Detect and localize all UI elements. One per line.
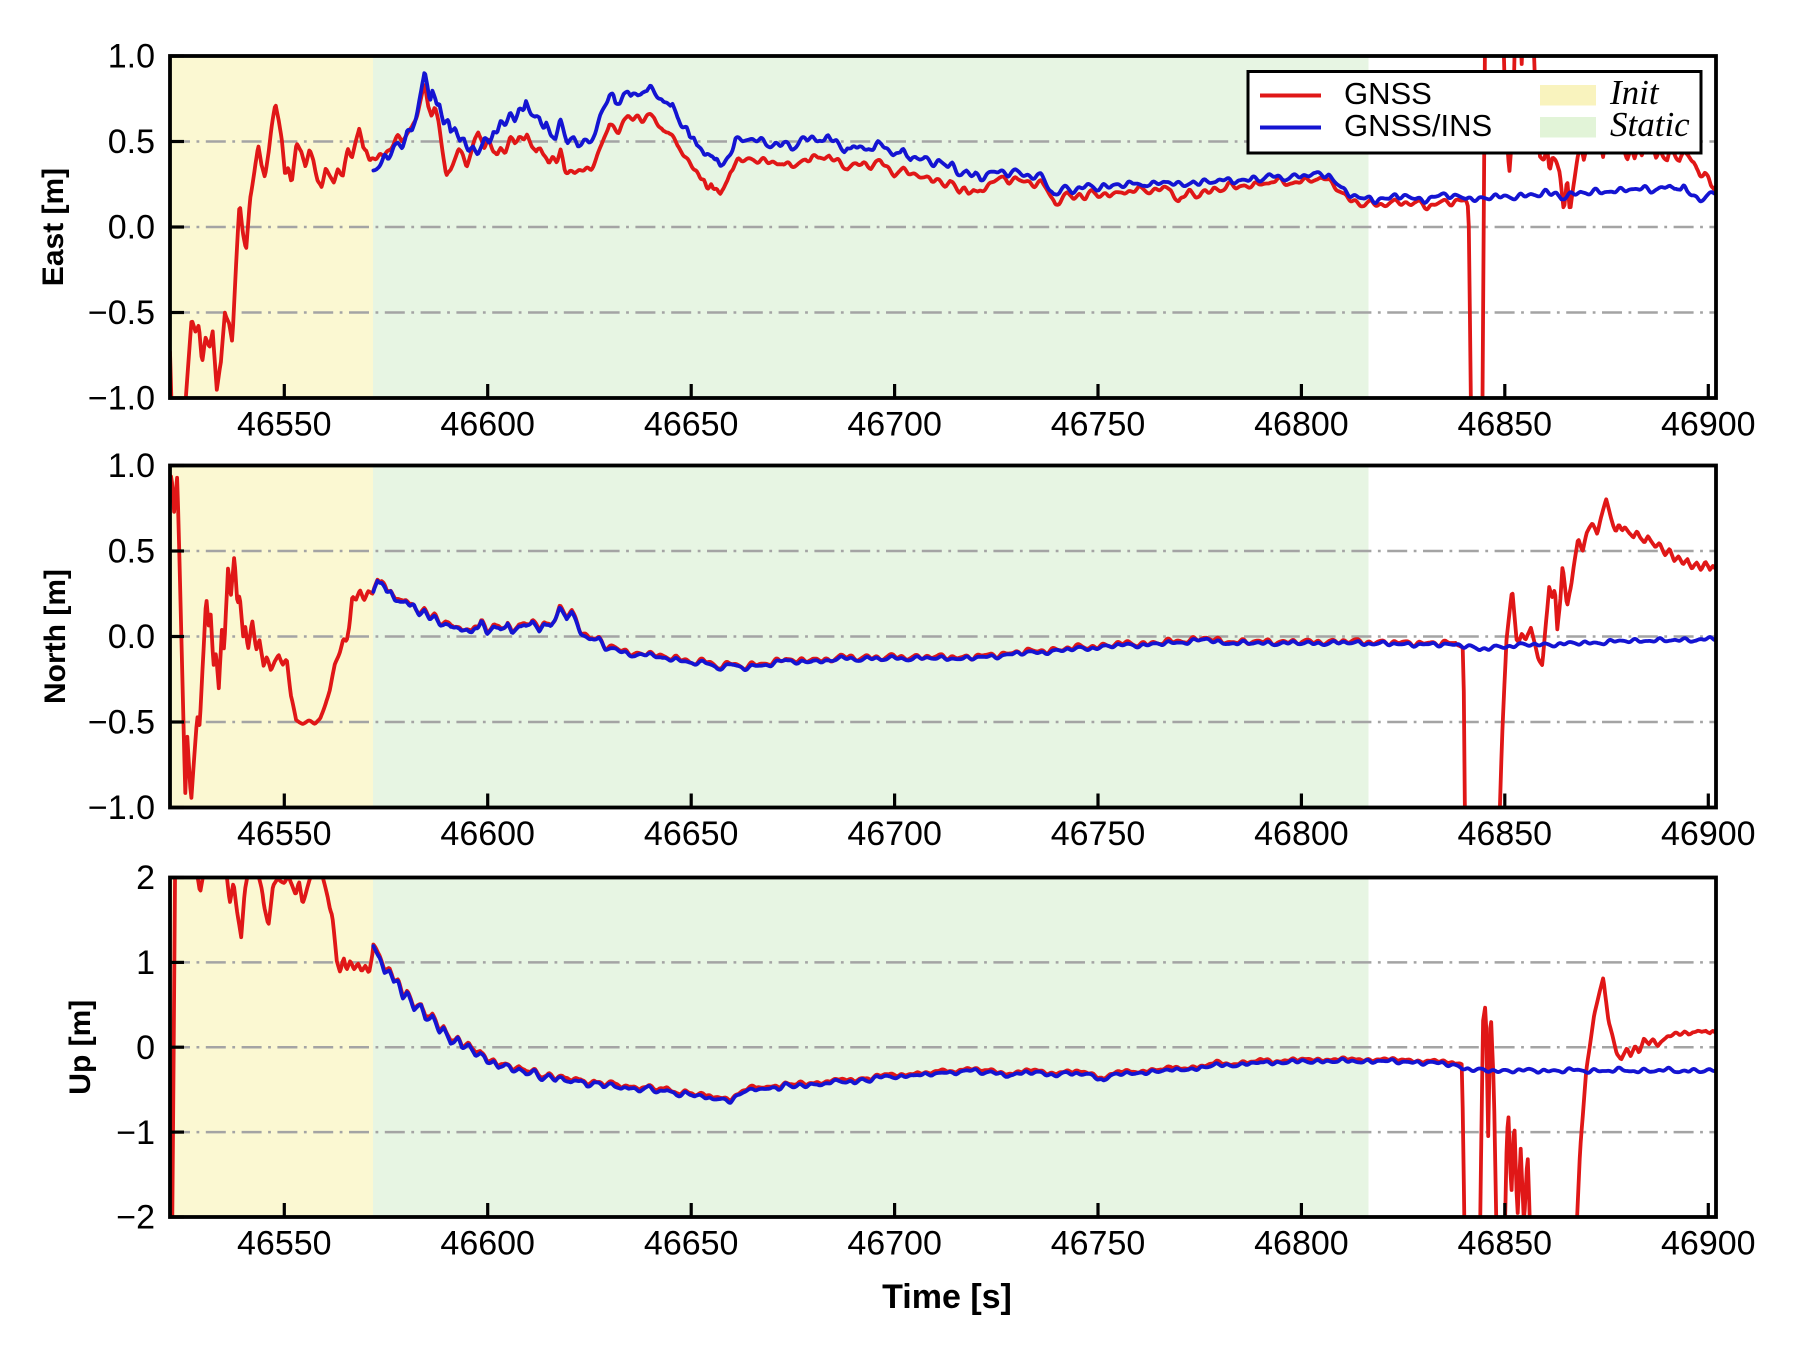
svg-text:1.0: 1.0 bbox=[108, 447, 155, 485]
svg-text:46800: 46800 bbox=[1254, 406, 1349, 444]
svg-text:−0.5: −0.5 bbox=[88, 294, 155, 332]
svg-text:Static: Static bbox=[1610, 105, 1690, 144]
svg-text:46700: 46700 bbox=[847, 815, 942, 853]
svg-text:46850: 46850 bbox=[1458, 406, 1553, 444]
svg-text:46900: 46900 bbox=[1661, 1225, 1756, 1263]
svg-text:−1.0: −1.0 bbox=[88, 380, 155, 418]
svg-text:46750: 46750 bbox=[1051, 406, 1146, 444]
svg-text:East [m]: East [m] bbox=[37, 168, 70, 286]
svg-text:0.5: 0.5 bbox=[108, 123, 155, 161]
svg-text:46700: 46700 bbox=[847, 1225, 942, 1263]
svg-text:46800: 46800 bbox=[1254, 1225, 1349, 1263]
svg-text:46550: 46550 bbox=[237, 815, 332, 853]
svg-text:46750: 46750 bbox=[1051, 1225, 1146, 1263]
svg-text:−1.0: −1.0 bbox=[88, 789, 155, 827]
svg-text:46750: 46750 bbox=[1051, 815, 1146, 853]
svg-text:Time [s]: Time [s] bbox=[882, 1278, 1012, 1316]
svg-text:46650: 46650 bbox=[644, 815, 739, 853]
svg-text:−1: −1 bbox=[116, 1114, 155, 1152]
svg-text:46550: 46550 bbox=[237, 406, 332, 444]
svg-text:GNSS/INS: GNSS/INS bbox=[1344, 108, 1492, 143]
svg-text:Up [m]: Up [m] bbox=[64, 1000, 97, 1095]
svg-text:0: 0 bbox=[136, 1029, 155, 1067]
svg-text:2: 2 bbox=[136, 859, 155, 897]
svg-text:46600: 46600 bbox=[440, 406, 535, 444]
svg-text:0.0: 0.0 bbox=[108, 618, 155, 656]
svg-text:North [m]: North [m] bbox=[39, 569, 72, 704]
svg-text:0.0: 0.0 bbox=[108, 209, 155, 247]
svg-text:−0.5: −0.5 bbox=[88, 704, 155, 742]
svg-text:46600: 46600 bbox=[440, 815, 535, 853]
svg-text:46650: 46650 bbox=[644, 1225, 739, 1263]
svg-text:46550: 46550 bbox=[237, 1225, 332, 1263]
svg-text:46700: 46700 bbox=[847, 406, 942, 444]
svg-text:46850: 46850 bbox=[1458, 1225, 1553, 1263]
svg-text:46800: 46800 bbox=[1254, 815, 1349, 853]
svg-text:1.0: 1.0 bbox=[108, 38, 155, 76]
svg-text:1: 1 bbox=[136, 944, 155, 982]
svg-text:Init: Init bbox=[1609, 73, 1660, 112]
svg-text:−2: −2 bbox=[116, 1199, 155, 1237]
svg-text:46850: 46850 bbox=[1458, 815, 1553, 853]
svg-text:GNSS: GNSS bbox=[1344, 76, 1432, 111]
svg-text:0.5: 0.5 bbox=[108, 533, 155, 571]
svg-text:46900: 46900 bbox=[1661, 815, 1756, 853]
svg-text:46650: 46650 bbox=[644, 406, 739, 444]
svg-text:46600: 46600 bbox=[440, 1225, 535, 1263]
svg-text:46900: 46900 bbox=[1661, 406, 1756, 444]
